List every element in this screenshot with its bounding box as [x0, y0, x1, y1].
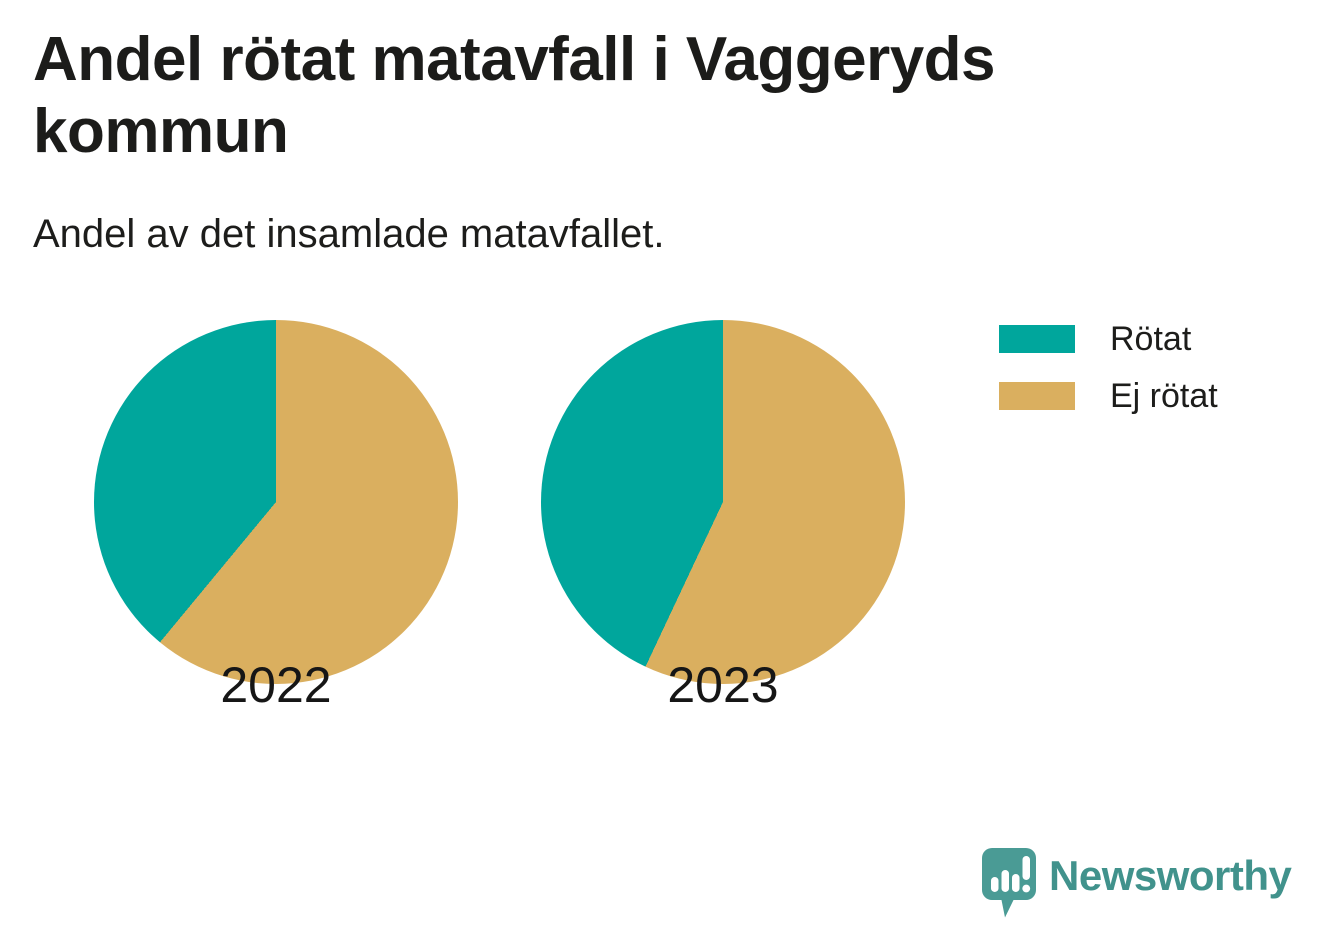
pie-chart-2023 [541, 320, 905, 684]
legend-swatch-ej-rotat [999, 382, 1075, 410]
legend-row-rotat: Rötat [999, 320, 1218, 358]
pie-chart-2022 [94, 320, 458, 684]
newsworthy-logo-icon [982, 848, 1036, 918]
chart-subtitle: Andel av det insamlade matavfallet. [33, 212, 665, 256]
legend-label-rotat: Rötat [1110, 319, 1192, 358]
legend-label-ej-rotat: Ej rötat [1110, 376, 1218, 415]
pie-label-2023: 2023 [667, 657, 779, 713]
chart-title: Andel rötat matavfall i Vaggeryds kommun [33, 25, 996, 166]
newsworthy-wordmark: Newsworthy [1049, 852, 1292, 899]
pie-label-2022: 2022 [220, 657, 332, 713]
legend-swatch-rotat [999, 325, 1075, 353]
newsworthy-logo: Newsworthy [982, 848, 1292, 922]
legend-row-ej-rotat: Ej rötat [999, 377, 1218, 415]
legend: Rötat Ej rötat [999, 320, 1218, 415]
